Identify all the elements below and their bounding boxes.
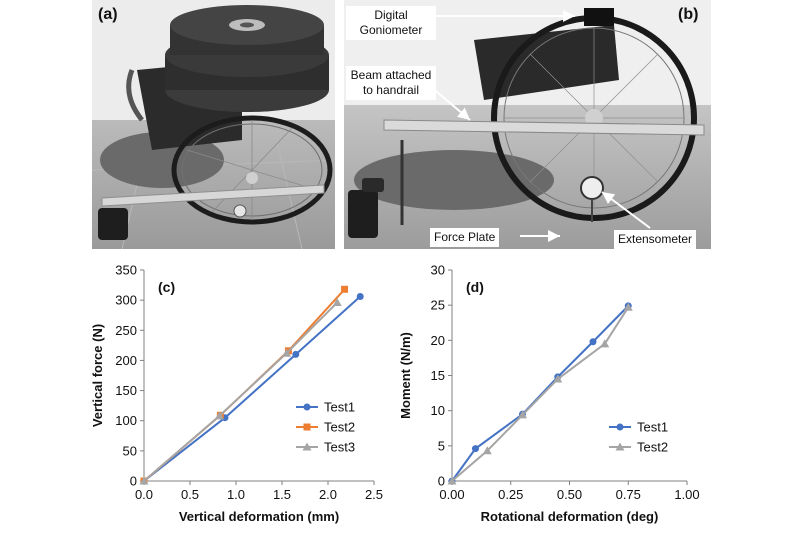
data-point-test1 <box>589 338 597 346</box>
legend-label: Test2 <box>324 420 355 435</box>
legend-label: Test1 <box>324 400 355 415</box>
data-point-test1 <box>292 350 300 358</box>
y-tick-label: 200 <box>115 353 137 368</box>
data-point-test2 <box>482 446 492 455</box>
chart-c: 0 50 100 150 200 250 300 350 0.0 0.5 1.0 1.5 2.0 2.5 V… <box>90 263 383 525</box>
legend-marker <box>303 423 311 431</box>
y-tick-label: 25 <box>431 298 445 313</box>
photo-a-wheelchair-with-weights <box>92 0 335 249</box>
x-tick-label: 0.50 <box>557 487 582 502</box>
callout-extensometer: Extensometer <box>614 230 697 249</box>
x-axis-label: Vertical deformation (mm) <box>179 509 339 524</box>
chart-c-container: 0 50 100 150 200 250 300 350 0.0 0.5 1.0 1.5 2.0 2.5 V… <box>80 252 400 530</box>
data-point-test2 <box>447 476 457 485</box>
series-line-test2 <box>451 306 630 482</box>
series-line-test3 <box>143 301 338 482</box>
y-tick-label: 0 <box>438 474 445 489</box>
y-tick-label: 150 <box>115 383 137 398</box>
data-point-test2 <box>623 302 633 311</box>
x-tick-label: 2.5 <box>365 487 383 502</box>
panel-tag: (d) <box>466 279 484 295</box>
y-tick-label: 5 <box>438 438 445 453</box>
data-point-test3 <box>282 348 292 357</box>
data-point-test1 <box>472 445 479 453</box>
legend-label: Test2 <box>637 440 668 455</box>
panel-b-tag: (b) <box>678 6 699 23</box>
x-tick-label: 1.0 <box>227 487 245 502</box>
data-point-test1 <box>356 293 364 301</box>
y-tick-label: 30 <box>431 263 445 278</box>
series-line-test1 <box>451 305 629 482</box>
x-tick-label: 2.0 <box>319 487 337 502</box>
callout-force-plate: Force Plate <box>430 228 500 247</box>
legend-marker <box>615 442 625 451</box>
data-point-test2 <box>518 410 527 419</box>
y-tick-label: 20 <box>431 333 445 348</box>
data-point-test2 <box>600 339 610 348</box>
legend-marker <box>302 442 312 451</box>
data-point-test2 <box>341 285 349 293</box>
y-tick-label: 50 <box>123 443 137 458</box>
y-tick-label: 300 <box>115 293 137 308</box>
y-tick-label: 250 <box>115 323 137 338</box>
legend-label: Test3 <box>324 440 355 455</box>
x-tick-label: 0.0 <box>135 487 153 502</box>
panel-a-tag: (a) <box>98 6 118 23</box>
x-tick-label: 1.5 <box>273 487 291 502</box>
x-tick-label: 0.25 <box>498 487 523 502</box>
data-point-test3 <box>332 298 342 307</box>
y-tick-label: 10 <box>431 403 445 418</box>
x-tick-label: 0.75 <box>616 487 641 502</box>
panel-tag: (c) <box>158 279 175 295</box>
y-tick-label: 0 <box>130 474 137 489</box>
chart-d: 0 5 10 15 20 25 30 0.00 0.25 0.50 0.75 1.00 Rotation… <box>398 263 700 525</box>
legend-marker <box>616 423 624 431</box>
chart-d-container: 0 5 10 15 20 25 30 0.00 0.25 0.50 0.75 1.00 Rotation… <box>398 252 720 530</box>
callout-beam-attached: Beam attached to handrail <box>346 66 436 100</box>
data-point-test2 <box>553 374 563 383</box>
x-axis-label: Rotational deformation (deg) <box>481 509 659 524</box>
y-axis-label: Vertical force (N) <box>90 324 105 427</box>
x-tick-label: 0.5 <box>181 487 199 502</box>
callout-digital-goniometer: Digital Goniometer <box>346 6 436 40</box>
x-tick-label: 0.00 <box>439 487 464 502</box>
y-tick-label: 100 <box>115 413 137 428</box>
y-axis-label: Moment (N/m) <box>400 332 413 419</box>
series-line-test1 <box>143 295 361 482</box>
y-tick-label: 350 <box>115 263 137 278</box>
legend-label: Test1 <box>637 420 668 435</box>
series-line-test2 <box>143 288 346 482</box>
data-point-test3 <box>139 476 149 485</box>
data-point-test3 <box>214 411 224 420</box>
y-tick-label: 15 <box>431 368 445 383</box>
legend-marker <box>303 403 311 411</box>
wheelchair-weights-illustration <box>92 0 335 249</box>
x-tick-label: 1.00 <box>674 487 699 502</box>
